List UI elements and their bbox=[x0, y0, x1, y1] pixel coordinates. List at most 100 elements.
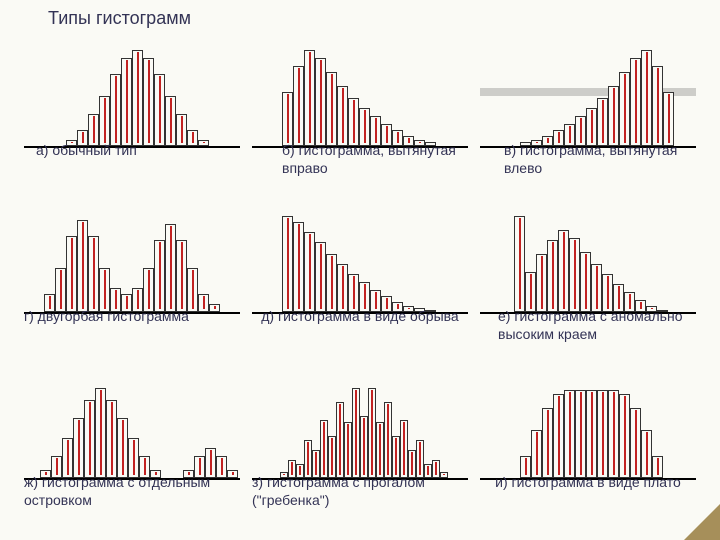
bar-tick bbox=[148, 60, 150, 143]
bar-tick bbox=[574, 240, 576, 309]
bar bbox=[176, 46, 187, 146]
bar-rect bbox=[106, 400, 117, 478]
histogram-cell-i: и) гистограмма в виде плато bbox=[480, 368, 696, 532]
bar-tick bbox=[363, 418, 365, 475]
bar-rect bbox=[336, 402, 344, 478]
bar bbox=[553, 46, 564, 146]
caption-e: е) гистограмма с аномально высоким краем bbox=[480, 308, 696, 343]
bar bbox=[154, 46, 165, 146]
bar-tick bbox=[646, 432, 648, 475]
bar-tick bbox=[353, 100, 355, 143]
bar-rect bbox=[66, 236, 77, 312]
bar bbox=[328, 378, 336, 478]
caption-z: з) гистограмма с прогалом ("гребенка") bbox=[252, 474, 468, 509]
bar-rect bbox=[630, 58, 641, 146]
bar-tick bbox=[375, 292, 377, 309]
caption-g: г) двугорбая гистограмма bbox=[24, 308, 240, 326]
histogram-cell-e: е) гистограмма с аномально высоким краем bbox=[480, 202, 696, 366]
bar-rect bbox=[619, 72, 630, 146]
bar-rect bbox=[352, 388, 360, 478]
bar-tick bbox=[379, 424, 381, 475]
bar-tick bbox=[536, 432, 538, 475]
bar bbox=[424, 378, 432, 478]
bar-tick bbox=[613, 88, 615, 143]
bar bbox=[597, 46, 608, 146]
bar-rect bbox=[586, 108, 597, 146]
bar-tick bbox=[78, 420, 80, 475]
bar-rect bbox=[293, 222, 304, 312]
bar-tick bbox=[591, 392, 593, 475]
bar-rect bbox=[132, 50, 143, 146]
bar-tick bbox=[199, 458, 201, 475]
bar bbox=[580, 212, 591, 312]
bar-tick bbox=[580, 392, 582, 475]
bar bbox=[312, 378, 320, 478]
histogram-b bbox=[252, 48, 468, 148]
bar-rect bbox=[99, 96, 110, 146]
bar-rect bbox=[176, 240, 187, 312]
bar bbox=[368, 378, 376, 478]
bar-tick bbox=[339, 404, 341, 475]
bar bbox=[293, 46, 304, 146]
bar bbox=[586, 46, 597, 146]
bar bbox=[425, 46, 436, 146]
bar-rect bbox=[591, 264, 602, 312]
bar-rect bbox=[304, 440, 312, 478]
bar-rect bbox=[121, 58, 132, 146]
bar bbox=[304, 212, 315, 312]
caption-b: б) гистограмма, вытянутая вправо bbox=[252, 142, 468, 177]
bar bbox=[117, 378, 128, 478]
bar-tick bbox=[320, 60, 322, 143]
bar bbox=[384, 378, 392, 478]
bar-rect bbox=[315, 242, 326, 312]
bar bbox=[121, 212, 132, 312]
bar bbox=[536, 212, 547, 312]
bar bbox=[315, 46, 326, 146]
bar-tick bbox=[552, 242, 554, 309]
bar bbox=[73, 378, 84, 478]
bars bbox=[44, 212, 220, 312]
bar bbox=[77, 46, 88, 146]
bar bbox=[381, 212, 392, 312]
caption-i: и) гистограмма в виде плато bbox=[480, 474, 696, 492]
bar-tick bbox=[411, 452, 413, 475]
bar bbox=[143, 46, 154, 146]
bar bbox=[77, 212, 88, 312]
bar-rect bbox=[531, 430, 542, 478]
bar bbox=[205, 378, 216, 478]
bar-tick bbox=[126, 60, 128, 143]
bar-rect bbox=[525, 272, 536, 312]
bar-rect bbox=[597, 98, 608, 146]
bar-rect bbox=[608, 86, 619, 146]
bar bbox=[586, 378, 597, 478]
bar bbox=[51, 378, 62, 478]
bar-tick bbox=[181, 242, 183, 309]
bar bbox=[360, 378, 368, 478]
bar bbox=[602, 212, 613, 312]
bar bbox=[172, 378, 183, 478]
bar bbox=[575, 46, 586, 146]
bar bbox=[646, 212, 657, 312]
bar bbox=[88, 212, 99, 312]
bar bbox=[315, 212, 326, 312]
bar bbox=[352, 378, 360, 478]
bar bbox=[280, 378, 288, 478]
bar bbox=[652, 378, 663, 478]
bar bbox=[370, 212, 381, 312]
bar-tick bbox=[315, 452, 317, 475]
bar bbox=[132, 46, 143, 146]
bar-tick bbox=[221, 458, 223, 475]
bar-rect bbox=[360, 416, 368, 478]
bar-tick bbox=[395, 438, 397, 475]
bar-rect bbox=[143, 58, 154, 146]
bar bbox=[216, 378, 227, 478]
bar-rect bbox=[564, 390, 575, 478]
bar-tick bbox=[353, 276, 355, 309]
bar-tick bbox=[82, 222, 84, 309]
bar bbox=[99, 46, 110, 146]
bar bbox=[132, 212, 143, 312]
bar bbox=[630, 46, 641, 146]
bar-rect bbox=[282, 216, 293, 312]
bar bbox=[165, 212, 176, 312]
bar-tick bbox=[624, 396, 626, 475]
